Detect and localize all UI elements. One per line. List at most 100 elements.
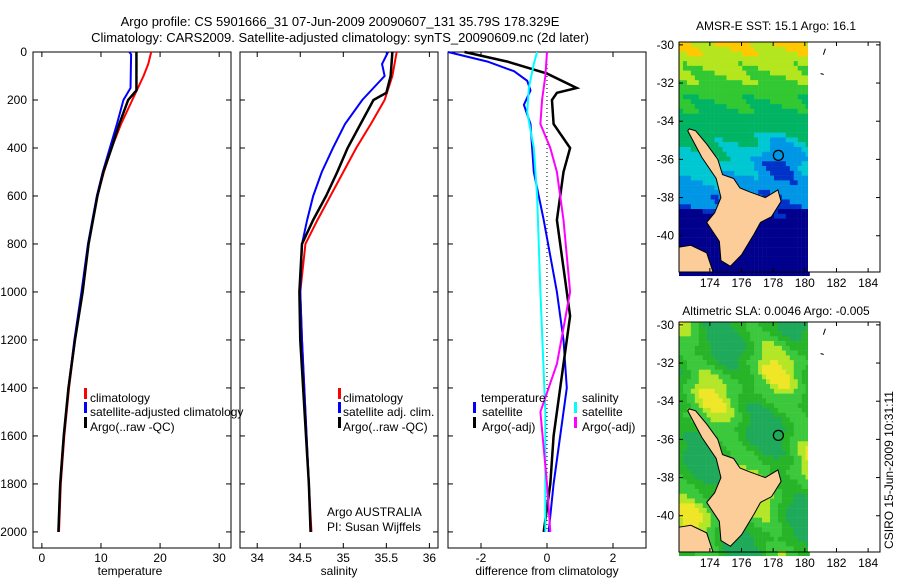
map-cell (698, 113, 703, 119)
map-cell (766, 89, 771, 95)
map-cell (770, 388, 775, 394)
map-cell (754, 70, 759, 76)
map-cell (762, 127, 767, 133)
map-cell (762, 498, 767, 504)
map-cell (805, 422, 810, 428)
map-cell (734, 431, 739, 437)
map-cell (793, 189, 798, 195)
map-cell (754, 170, 759, 176)
map-cell (742, 441, 747, 447)
map-cell (706, 469, 711, 475)
map-cell (734, 61, 739, 67)
map-cell (682, 412, 688, 418)
map-cell (679, 412, 684, 418)
map-cell (682, 218, 688, 224)
map-cell (781, 123, 787, 129)
map-cell (805, 151, 810, 157)
legend-3-temp-title: temperature (481, 391, 546, 405)
map-cell (698, 398, 703, 404)
map-cell (710, 407, 715, 413)
map-cell (781, 450, 787, 456)
map-cell (686, 189, 692, 195)
map-cell (722, 123, 727, 129)
map-cell (789, 493, 794, 499)
map-cell (770, 522, 775, 528)
map-cell (734, 422, 739, 428)
map-cell (682, 223, 688, 229)
map-cell (750, 104, 755, 110)
map-cell (718, 70, 723, 76)
map-cell (718, 89, 723, 95)
map-cell (746, 460, 751, 466)
map-cell (797, 541, 802, 547)
map-cell (694, 194, 700, 200)
map-cell (801, 70, 806, 76)
map-cell (789, 247, 794, 253)
map-cell (694, 398, 700, 404)
map-cell (714, 536, 719, 542)
map-cell (793, 247, 798, 253)
map-cell (734, 70, 739, 76)
map-cell (742, 364, 747, 370)
map-cell (702, 407, 707, 413)
map-cell (738, 256, 743, 262)
map-cell (706, 94, 711, 100)
map-cell (714, 94, 719, 100)
map-cell (694, 156, 700, 162)
map-cell (738, 118, 743, 124)
map-cell (785, 536, 791, 542)
map-cell (734, 336, 739, 342)
map-cell (679, 331, 684, 337)
map-cell (805, 360, 810, 366)
map-cell (702, 355, 707, 361)
map-cell (762, 512, 767, 518)
map-cell (714, 113, 719, 119)
map-cell (758, 426, 763, 432)
map-cell (714, 75, 719, 81)
map-cell (766, 446, 771, 452)
map-cell (797, 341, 802, 347)
map-cell (805, 185, 810, 191)
map-cell (789, 108, 794, 114)
map-cell (785, 388, 791, 394)
map-cell (722, 108, 727, 114)
map-cell (730, 322, 735, 327)
map-cell (793, 261, 798, 267)
map-cell (785, 189, 791, 195)
map-cell (750, 99, 755, 105)
map-cell (738, 384, 743, 390)
map-cell (770, 551, 775, 557)
map-cell (758, 469, 763, 475)
map-cell (718, 374, 723, 380)
map-cell (714, 465, 719, 471)
map-cell (718, 108, 723, 114)
map-cell (758, 161, 763, 167)
map-cell (762, 56, 767, 62)
map-cell (698, 469, 703, 475)
map-cell (726, 94, 731, 100)
map-cell (706, 213, 711, 219)
map-cell (726, 137, 731, 143)
series-line-salinity-satellite (526, 51, 547, 532)
map-cell (781, 522, 787, 528)
map-cell (797, 322, 802, 327)
map-cell (801, 61, 806, 67)
map-cell (746, 541, 751, 547)
map-cell (679, 326, 684, 332)
map-cell (777, 118, 783, 124)
map-cell (762, 336, 767, 342)
map-cell (770, 379, 775, 385)
map-cell (777, 251, 783, 257)
map-cell (785, 56, 791, 62)
map-cell (698, 232, 703, 238)
map-cell (750, 42, 755, 47)
map-cell (797, 345, 802, 351)
map-cell (793, 204, 798, 210)
map-cell (805, 546, 810, 552)
map-cell (762, 536, 767, 542)
map-cell (690, 175, 696, 181)
map-cell (770, 247, 775, 253)
map-cell (789, 113, 794, 119)
map-cell (746, 355, 751, 361)
map-cell (734, 345, 739, 351)
